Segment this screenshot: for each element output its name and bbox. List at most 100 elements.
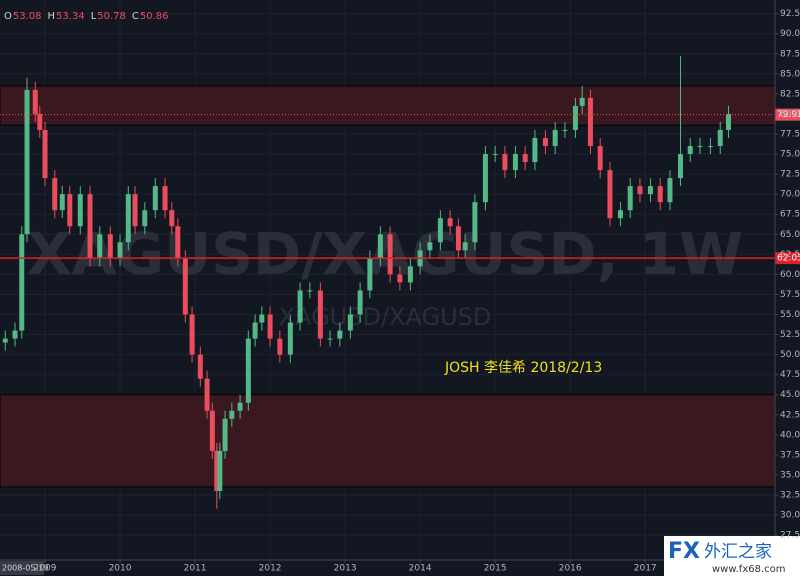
y-tick-label: 30.00: [780, 511, 800, 521]
candle-body: [579, 97, 585, 106]
y-tick-label: 45.00: [780, 390, 800, 400]
candle-body: [125, 194, 131, 243]
y-tick-label: 70.00: [780, 190, 800, 200]
candle-body: [204, 378, 210, 411]
candle-body: [717, 129, 723, 147]
y-tick-label: 62.50: [780, 250, 800, 260]
zone: [0, 394, 776, 488]
candle-body: [42, 129, 48, 179]
legend-value: 53.34: [56, 11, 85, 22]
candle-body: [117, 242, 123, 259]
candle-body: [387, 234, 393, 275]
candle-body: [59, 194, 65, 211]
candle-body: [197, 354, 203, 379]
y-tick-label: 42.50: [780, 410, 800, 420]
y-tick-label: 67.50: [780, 210, 800, 220]
candle-body: [189, 314, 195, 355]
candle-body: [209, 410, 215, 451]
candle-body: [169, 210, 175, 227]
x-tick-label: 2017: [634, 564, 657, 574]
candle-body: [182, 258, 188, 315]
legend-key: O: [4, 11, 12, 22]
candle-body: [552, 129, 558, 147]
y-tick-label: 40.00: [780, 430, 800, 440]
candle-body: [357, 290, 363, 315]
logo: FX 外汇之家 www.fx68.com: [664, 536, 800, 576]
zones: [0, 85, 776, 488]
y-tick-label: 72.50: [780, 170, 800, 180]
crosshair-date: 2008-05-19: [2, 564, 49, 573]
candle-body: [297, 290, 303, 323]
candle-body: [277, 338, 283, 355]
y-tick-label: 80.00: [780, 109, 800, 119]
x-tick-label: 2015: [484, 564, 507, 574]
candle-body: [67, 194, 73, 227]
candle-body: [482, 154, 488, 203]
candle-body: [707, 146, 713, 148]
y-tick-label: 27.50: [780, 531, 800, 541]
candle-body: [502, 154, 508, 171]
candle-body: [377, 234, 383, 259]
last-price-label-box: [775, 108, 800, 121]
x-tick-label: 2009: [34, 564, 57, 574]
candle-body: [512, 154, 518, 171]
candle-body: [617, 210, 623, 219]
y-tick-label: 57.50: [780, 290, 800, 300]
candle-body: [287, 322, 293, 355]
legend-key: L: [91, 11, 97, 22]
candle-body: [472, 202, 478, 243]
ohlc-legend: O 53.08 H 53.34 L 50.78 C 50.86: [4, 11, 169, 22]
candle-body: [132, 194, 138, 227]
candle-body: [607, 170, 613, 219]
candle-body: [12, 330, 18, 339]
candle-body: [725, 113, 731, 130]
candle-body: [627, 186, 633, 211]
candle-body: [447, 218, 453, 227]
candle-body: [667, 178, 673, 203]
zone: [0, 85, 776, 126]
y-tick-label: 47.50: [780, 370, 800, 380]
candle-body: [217, 450, 223, 492]
candle-body: [252, 322, 258, 339]
candle-body: [32, 89, 38, 114]
logo-url: www.fx68.com: [712, 564, 786, 575]
candle-body: [19, 234, 25, 331]
candle-body: [367, 258, 373, 291]
y-tick-label: 60.00: [780, 270, 800, 280]
candle-body: [214, 450, 220, 492]
candle-body: [657, 186, 663, 203]
y-tick-label: 92.50: [780, 9, 800, 19]
candle-body: [687, 146, 693, 155]
y-tick-label: 35.00: [780, 470, 800, 480]
candle-body: [259, 314, 265, 323]
logo-name: 外汇之家: [704, 542, 772, 562]
y-tick-label: 75.00: [780, 150, 800, 160]
logo-box: [664, 536, 800, 576]
candle-body: [337, 330, 343, 339]
watermark-sub: XAGUSD/XAGUSD: [279, 303, 492, 331]
candle-body: [532, 137, 538, 163]
candle-body: [407, 266, 413, 283]
candle-body: [222, 418, 228, 451]
candle-body: [24, 89, 30, 235]
legend-value: 53.08: [13, 11, 42, 22]
y-tick-label: 77.50: [780, 129, 800, 139]
candle-body: [77, 194, 83, 227]
candle-body: [492, 154, 498, 156]
candle-body: [647, 186, 653, 195]
y-tick-label: 55.00: [780, 310, 800, 320]
candle-body: [107, 234, 113, 259]
y-tick-label: 32.50: [780, 491, 800, 501]
overlay: 62.03 79.91: [0, 108, 800, 265]
candle-body: [267, 314, 273, 339]
x-tick-label: 2010: [109, 564, 132, 574]
x-tick-label: 2014: [409, 564, 432, 574]
x-tick-label: 2013: [334, 564, 357, 574]
candle-body: [397, 274, 403, 283]
horizontal-line-label-box: [775, 252, 800, 265]
candle-body: [597, 146, 603, 171]
candle-body: [2, 338, 8, 343]
x-tick-label: 2012: [259, 564, 282, 574]
candle-body: [87, 194, 93, 259]
